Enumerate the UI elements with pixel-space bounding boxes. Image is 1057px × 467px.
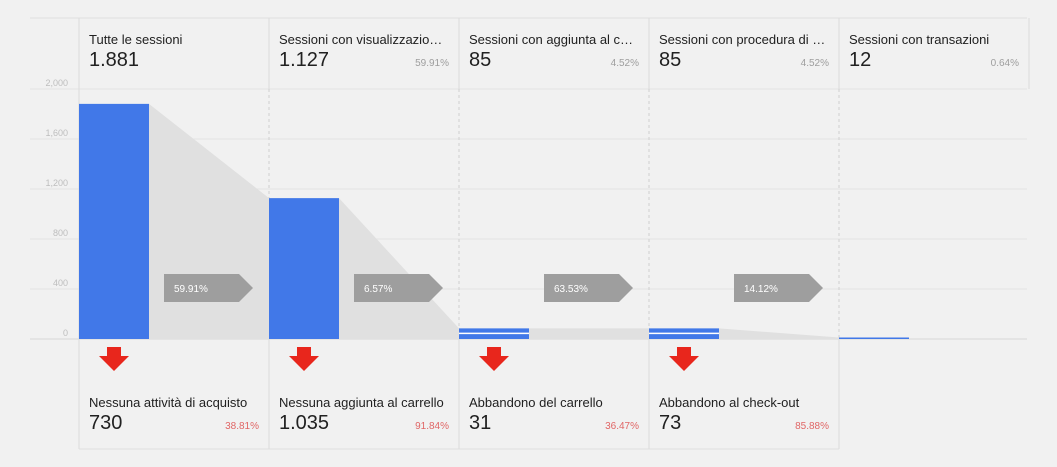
stage-header: Sessioni con transazioni 12 0.64%: [839, 18, 1029, 89]
stage-value: 12: [849, 49, 872, 71]
abandonment-title: Nessuna attività di acquisto: [89, 395, 248, 410]
abandonment-cell: Nessuna aggiunta al carrello 1.035 91.84…: [269, 381, 459, 449]
stage-title: Sessioni con visualizzazioni…: [279, 32, 449, 47]
abandonment-title: Abbandono del carrello: [469, 395, 603, 410]
flow-area: [719, 328, 839, 339]
stage-value: 85: [469, 49, 492, 71]
abandonment-title: Abbandono al check-out: [659, 395, 800, 410]
y-tick-label: 2,000: [45, 78, 68, 88]
stage-value: 1.881: [89, 49, 140, 71]
stage-percent: 0.64%: [990, 58, 1019, 69]
stage-header: Sessioni con visualizzazioni… 1.127 59.9…: [269, 18, 459, 89]
stage-value: 85: [659, 49, 682, 71]
conversion-arrow: [734, 274, 823, 302]
stage-value: 1.127: [279, 49, 330, 71]
stage-header: Tutte le sessioni 1.881: [79, 18, 269, 89]
abandonment-value: 73: [659, 412, 682, 434]
stage-percent: 4.52%: [610, 58, 639, 69]
abandonment-value: 730: [89, 412, 123, 434]
conversion-label: 59.91%: [174, 284, 208, 295]
drop-arrow-icon: [669, 347, 699, 371]
abandonment-cell: Abbandono del carrello 31 36.47%: [459, 381, 649, 449]
conversion-arrow: [354, 274, 443, 302]
abandonment-cell: Abbandono al check-out 73 85.88%: [649, 381, 839, 449]
y-tick-label: 0: [63, 328, 68, 338]
y-tick-label: 400: [53, 278, 68, 288]
abandonment-title: Nessuna aggiunta al carrello: [279, 395, 444, 410]
y-tick-label: 1,200: [45, 178, 68, 188]
stage-title: Tutte le sessioni: [89, 32, 183, 47]
y-tick-label: 1,600: [45, 128, 68, 138]
flow-area: [529, 328, 649, 339]
abandonment-percent: 85.88%: [795, 421, 829, 432]
drop-arrow-icon: [99, 347, 129, 371]
conversion-arrow: [164, 274, 253, 302]
stage-header: Sessioni con procedura di p… 85 4.52%: [649, 18, 839, 89]
drop-arrow-icon: [479, 347, 509, 371]
conversion-label: 14.12%: [744, 284, 778, 295]
stage-percent: 4.52%: [800, 58, 829, 69]
abandonment-cell: Nessuna attività di acquisto 730 38.81%: [79, 381, 269, 449]
funnel-bar: [79, 103, 149, 339]
flow-area: [339, 198, 459, 339]
stage-header: Sessioni con aggiunta al ca… 85 4.52%: [459, 18, 649, 89]
abandonment-value: 31: [469, 412, 492, 434]
abandonment-percent: 38.81%: [225, 421, 259, 432]
abandonment-percent: 36.47%: [605, 421, 639, 432]
conversion-label: 63.53%: [554, 284, 588, 295]
abandonment-percent: 91.84%: [415, 421, 449, 432]
abandonment-value: 1.035: [279, 412, 330, 434]
funnel-bar: [839, 337, 909, 339]
stage-title: Sessioni con aggiunta al ca…: [469, 32, 639, 47]
conversion-arrow: [544, 274, 633, 302]
stage-title: Sessioni con transazioni: [849, 32, 990, 47]
stage-title: Sessioni con procedura di p…: [659, 32, 829, 47]
y-tick-label: 800: [53, 228, 68, 238]
conversion-label: 6.57%: [364, 284, 392, 295]
stage-percent: 59.91%: [415, 58, 449, 69]
funnel-bar: [269, 198, 339, 339]
drop-arrow-icon: [289, 347, 319, 371]
